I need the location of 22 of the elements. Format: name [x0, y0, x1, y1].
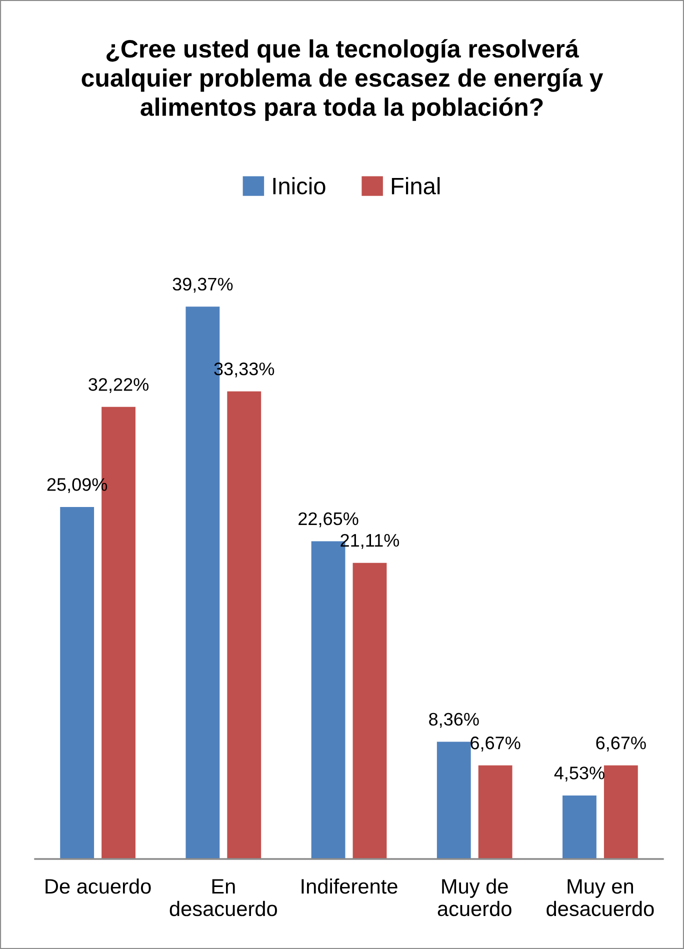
bar — [352, 562, 387, 859]
legend-label: Final — [392, 177, 440, 194]
legend-label: Inicio — [273, 177, 326, 194]
data-label: 32,22% — [88, 378, 148, 393]
data-label: 8,36% — [429, 712, 479, 728]
data-label: 21,11% — [340, 534, 400, 549]
x-tick-label: Muy en desacuerdo — [546, 879, 654, 916]
chart-title: ¿Cree usted que la tecnología resolverá cualquier problema de escasez de energía y alimentos para toda la población? — [82, 39, 604, 121]
bar — [227, 391, 262, 859]
x-tick-label: Indiferente — [302, 878, 398, 894]
bar — [604, 765, 638, 859]
data-label: 6,67% — [596, 736, 646, 752]
data-label: 39,37% — [172, 278, 233, 293]
x-tick-label: Muy de acuerdo — [438, 878, 512, 916]
data-label: 6,67% — [470, 736, 520, 752]
x-tick-label: De acuerdo — [46, 878, 151, 894]
bar — [478, 765, 512, 859]
x-tick-label: En desacuerdo — [170, 879, 277, 916]
bar — [436, 742, 471, 859]
data-label: 22,65% — [298, 512, 358, 528]
bar — [60, 506, 94, 859]
bar — [562, 795, 596, 859]
